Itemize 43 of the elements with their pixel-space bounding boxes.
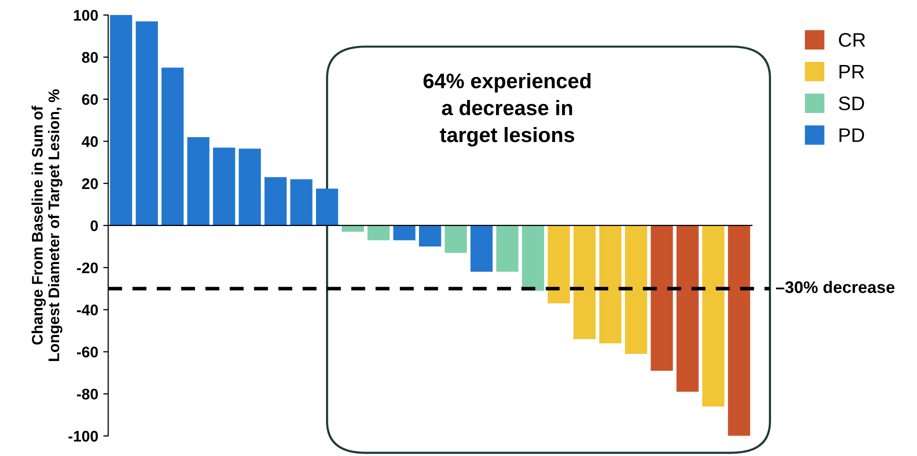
legend-label: SD [838,96,864,110]
bar [728,225,750,436]
y-tick-label: 40 [82,136,98,147]
y-tick-label: 0 [90,220,98,232]
bar [624,225,648,354]
legend-label: PR [840,65,864,78]
bar [136,21,158,226]
bar [419,225,442,247]
bar [548,225,570,304]
annotation: 64% experienced a decrease in target lesions [424,73,590,146]
bar [162,68,184,226]
legend-label: PD [840,128,864,142]
ref-line-label: –30% decrease [776,280,894,294]
bar [342,225,364,232]
y-tick-label: -100 [68,430,98,442]
bar [573,225,596,340]
bar [316,188,338,226]
bar [368,225,390,240]
y-tick-label: 20 [82,178,98,190]
bar [496,225,518,272]
bar [213,148,236,226]
bar [393,225,416,240]
bar [650,225,673,371]
bar [599,225,622,344]
bar [238,148,261,226]
y-tick-label: 80 [82,52,98,63]
y-tick-label: 60 [82,94,98,105]
bar [470,225,493,272]
y-tick-label: -40 [77,304,98,316]
bar [264,177,287,226]
bar [522,225,544,291]
bar [444,225,467,253]
y-tick-label: 100 [74,10,98,21]
bar [702,225,724,406]
legend-label: CR [838,33,866,47]
y-axis-title: Change From Baseline in Sum of Longest Diameter of Target Lesion, % [32,89,62,361]
y-tick-label: -20 [77,262,98,274]
y-tick-label: -60 [77,346,98,358]
bar [187,137,210,226]
bar [290,179,312,226]
y-tick-label: -80 [77,388,98,400]
bar [110,15,132,226]
bar [676,225,699,392]
